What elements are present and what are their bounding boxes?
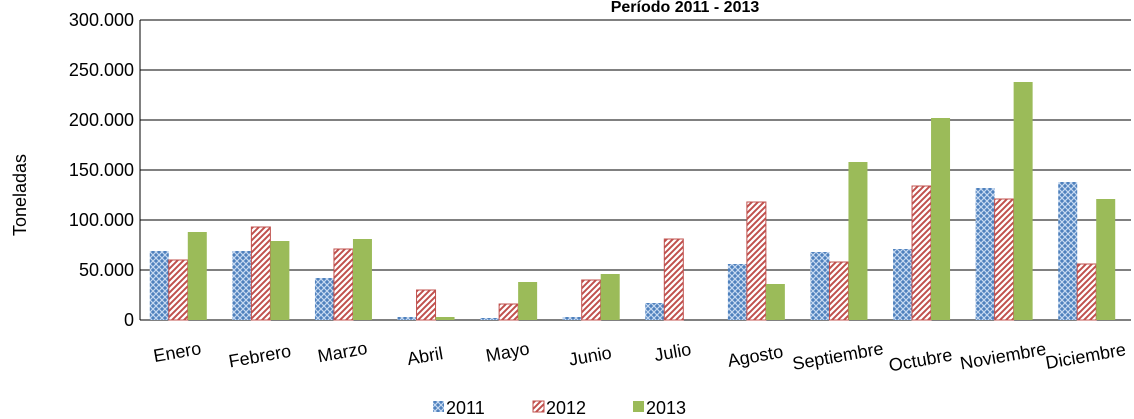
bar	[149, 251, 169, 320]
bar	[314, 278, 334, 320]
y-tick-label: 0	[124, 310, 134, 330]
x-tick-label: Marzo	[316, 338, 369, 366]
bar	[562, 317, 582, 320]
bar	[232, 251, 252, 320]
bar	[187, 232, 207, 320]
legend-swatch	[433, 401, 444, 412]
bar	[828, 261, 849, 321]
legend-swatch	[532, 400, 545, 413]
x-tick-label: Septiembre	[791, 338, 885, 374]
x-tick-label: Agosto	[726, 341, 785, 370]
bar	[810, 252, 830, 320]
x-tick-label: Julio	[653, 339, 693, 365]
y-tick-label: 250.000	[69, 60, 134, 80]
y-tick-label: 300.000	[69, 10, 134, 30]
bar	[416, 289, 437, 321]
bar	[250, 226, 271, 321]
y-tick-label: 200.000	[69, 110, 134, 130]
y-tick-label: 100.000	[69, 210, 134, 230]
bar	[168, 259, 189, 321]
bar	[893, 249, 913, 320]
bar	[645, 303, 665, 320]
bar	[765, 284, 785, 320]
x-tick-label: Junio	[567, 343, 613, 370]
bar	[480, 318, 500, 320]
bar	[352, 239, 372, 320]
legend-label: 2012	[546, 398, 586, 418]
legend-label: 2011	[446, 398, 485, 418]
bar	[1013, 82, 1033, 320]
bar	[1096, 199, 1116, 320]
bar	[518, 282, 538, 320]
x-tick-label: Diciembre	[1044, 339, 1127, 373]
bar	[746, 201, 767, 321]
bar	[848, 162, 868, 320]
legend-label: 2013	[646, 398, 686, 418]
bar	[1076, 263, 1097, 321]
x-tick-label: Abril	[406, 343, 445, 369]
y-tick-label: 150.000	[69, 160, 134, 180]
bar	[975, 188, 995, 320]
bar	[1058, 182, 1078, 320]
x-tick-label: Enero	[152, 338, 203, 366]
chart-title: Período 2011 - 2013	[611, 0, 760, 16]
bar	[994, 198, 1015, 321]
bar	[270, 241, 290, 320]
legend-swatch	[633, 401, 644, 412]
y-axis-label: Toneladas	[10, 154, 30, 236]
bar	[931, 118, 951, 320]
x-tick-label: Mayo	[484, 338, 531, 365]
bar	[333, 248, 354, 321]
bar	[498, 303, 519, 321]
x-tick-label: Noviembre	[958, 339, 1047, 374]
bar	[581, 279, 602, 321]
bar	[397, 317, 417, 320]
bar	[663, 238, 684, 321]
bar	[600, 274, 620, 320]
bar	[435, 317, 455, 320]
bar	[911, 185, 932, 321]
bar	[727, 264, 747, 320]
x-tick-label: Febrero	[227, 341, 293, 372]
x-tick-label: Octubre	[887, 345, 954, 376]
y-tick-label: 50.000	[79, 260, 134, 280]
